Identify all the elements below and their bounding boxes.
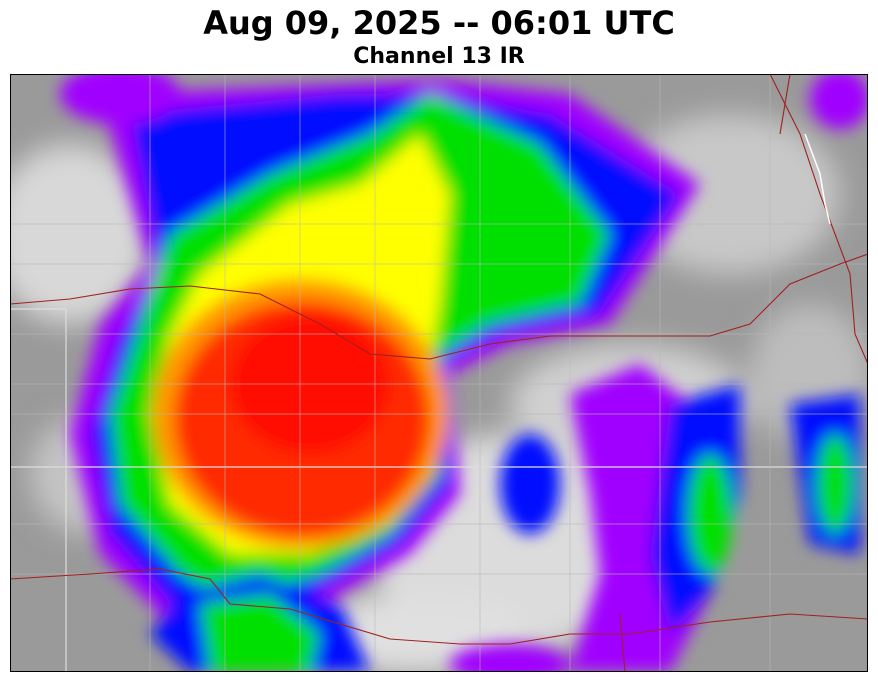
- satellite-image: [10, 74, 868, 672]
- subtitle: Channel 13 IR: [353, 44, 525, 69]
- frame: [10, 74, 868, 672]
- state-lines: [10, 308, 868, 672]
- cloud-cold: [60, 74, 868, 672]
- county-lines: [10, 74, 868, 672]
- river-bright: [804, 133, 831, 225]
- rivers: [10, 74, 868, 672]
- title: Aug 09, 2025 -- 06:01 UTC: [203, 4, 675, 42]
